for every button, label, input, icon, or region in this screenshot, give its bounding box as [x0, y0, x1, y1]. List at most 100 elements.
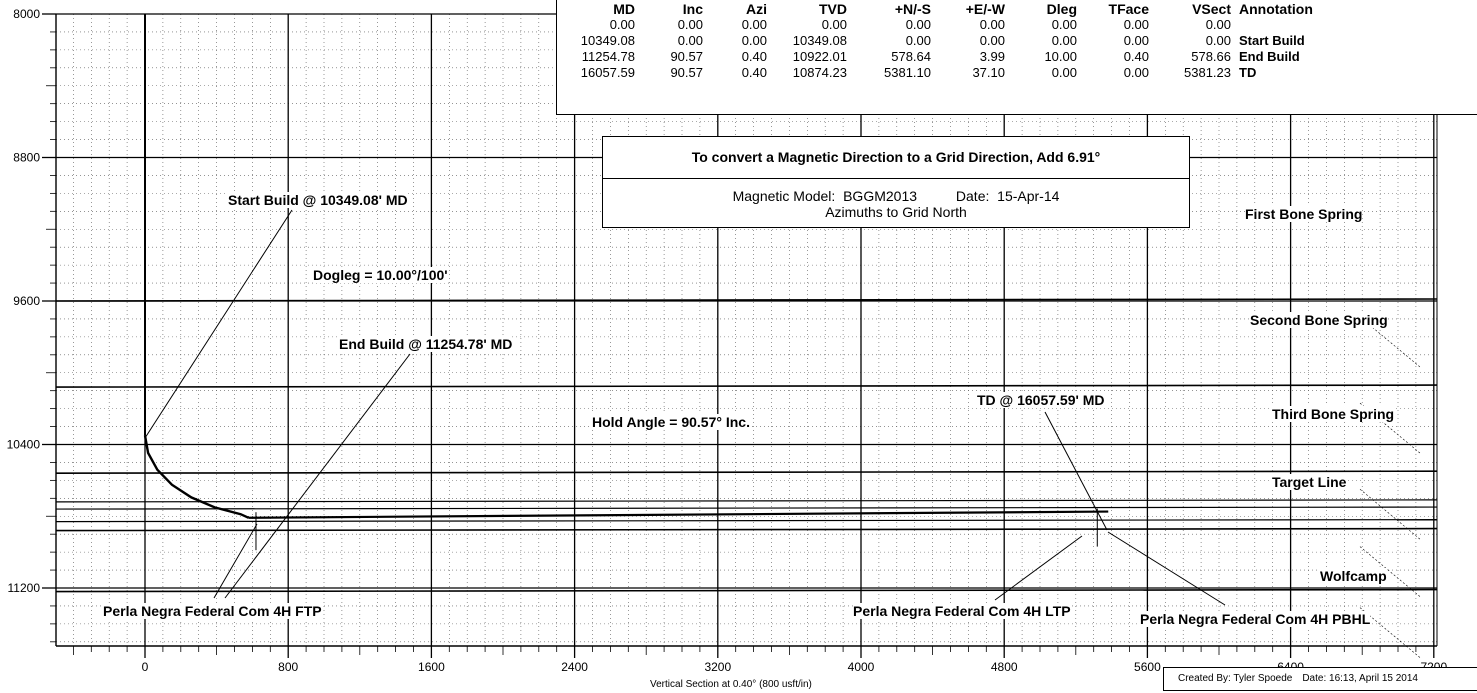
- annotation-leaders: [144, 209, 1226, 606]
- y-tick-label: 9600: [13, 294, 40, 308]
- survey-cell: 0.40: [1123, 49, 1149, 64]
- formation-tick: [1359, 546, 1421, 597]
- survey-cell: 0.00: [979, 33, 1005, 48]
- survey-header-md: MD: [613, 1, 635, 17]
- survey-cell: 0.00: [1123, 33, 1149, 48]
- survey-header--n-s: +N/-S: [894, 1, 931, 17]
- survey-header-dleg: Dleg: [1046, 1, 1077, 17]
- build-curve: [143, 435, 250, 519]
- created-date: Date: 16:13, April 15 2014: [1302, 673, 1418, 684]
- lateral-hold-line: [248, 510, 1109, 519]
- survey-cell: 37.10: [972, 65, 1005, 80]
- formation-label-second-bone-spring: Second Bone Spring: [1250, 312, 1388, 328]
- survey-cell: TD: [1239, 65, 1257, 80]
- magnetic-info-box: To convert a Magnetic Direction to a Gri…: [602, 136, 1190, 228]
- formation-label-third-bone-spring: Third Bone Spring: [1272, 406, 1395, 422]
- formation-line: [55, 588, 1438, 593]
- formation-tick: [1359, 488, 1421, 540]
- survey-cell: 5381.23: [1184, 65, 1231, 80]
- survey-cell: 0.00: [979, 17, 1005, 32]
- magnetic-model: Magnetic Model: BGGM2013 Date: 15-Apr-14: [732, 188, 1060, 204]
- survey-cell: 0.00: [1205, 33, 1231, 48]
- formation-label-target-line: Target Line: [1272, 474, 1347, 490]
- survey-header--e-w: +E/-W: [965, 1, 1005, 17]
- leader-ltp: [994, 535, 1083, 601]
- x-tick-label: 3200: [704, 660, 731, 674]
- survey-cell: 0.00: [1205, 17, 1231, 32]
- survey-row: 11254.78 90.57 0.40 10922.01 578.64 3.99 10.00…: [565, 49, 1329, 65]
- survey-cell: 10349.08: [792, 33, 847, 48]
- x-tick-label: 5600: [1134, 660, 1161, 674]
- survey-header-tvd: TVD: [819, 1, 847, 17]
- x-tick-label: 2400: [561, 660, 588, 674]
- created-by: Created By: Tyler Spoede: [1178, 673, 1293, 684]
- survey-row: 16057.59 90.57 0.40 10874.23 5381.10 37.10 0.0…: [565, 65, 1329, 81]
- annotation-hold-angle: Hold Angle = 90.57° Inc.: [592, 414, 750, 430]
- survey-cell: 0.40: [741, 65, 767, 80]
- survey-header-azi: Azi: [746, 1, 767, 17]
- leader-td: [1044, 411, 1108, 531]
- y-tick-label: 8800: [13, 151, 40, 165]
- survey-cell: 11254.78: [581, 49, 635, 64]
- survey-cell: 90.57: [670, 49, 703, 64]
- credit-box: Created By: Tyler Spoede Date: 16:13, Apr…: [1163, 667, 1477, 691]
- survey-cell: 0.00: [677, 17, 703, 32]
- survey-header-row: MD Inc Azi TVD +N/-S +E/-W Dleg TFace VSect Annot…: [565, 1, 1329, 17]
- survey-cell: 0.00: [905, 33, 931, 48]
- leader-start-build: [144, 209, 293, 439]
- survey-cell: 0.00: [1123, 17, 1149, 32]
- x-tick-label: 1600: [418, 660, 445, 674]
- survey-cell: 10922.01: [792, 49, 847, 64]
- y-tick-label: 8000: [13, 7, 40, 21]
- boundary-line: [55, 499, 1438, 503]
- annotation-start-build: Start Build @ 10349.08' MD: [228, 192, 408, 208]
- annotation-td: TD @ 16057.59' MD: [977, 392, 1105, 408]
- leader-end-build: [224, 353, 411, 599]
- survey-header-inc: Inc: [682, 1, 703, 17]
- annotation-end-build: End Build @ 11254.78' MD: [339, 336, 513, 352]
- survey-row: 10349.08 0.00 0.00 10349.08 0.00 0.00 0.00 0.00…: [565, 33, 1329, 49]
- formation-label-wolfcamp: Wolfcamp: [1320, 568, 1387, 584]
- leader-ftp: [213, 523, 258, 599]
- formation-line: [55, 527, 1438, 532]
- survey-cell: 90.57: [670, 65, 703, 80]
- leader-pbhl: [1107, 531, 1226, 606]
- y-tick-label: 11200: [8, 581, 41, 595]
- formation-lines: [55, 298, 1438, 658]
- survey-cell: 16057.59: [580, 65, 635, 80]
- azimuth-reference: Azimuths to Grid North: [825, 204, 967, 220]
- survey-cell: 0.40: [741, 49, 767, 64]
- survey-cell: 3.99: [979, 49, 1005, 64]
- survey-body: 0.00 0.00 0.00 0.00 0.00 0.00 0.00 0.00 0.00 1034…: [565, 17, 1329, 81]
- boundary-line: [55, 519, 1438, 523]
- x-tick-label: 4000: [848, 660, 875, 674]
- plot-axes: 0800160024003200400048005600640072008000…: [7, 7, 1448, 674]
- survey-cell: 0.00: [741, 17, 767, 32]
- survey-cell: 0.00: [1051, 65, 1077, 80]
- y-tick-label: 10400: [7, 438, 41, 452]
- formation-line: [55, 298, 1438, 302]
- survey-table-box: MD Inc Azi TVD +N/-S +E/-W Dleg TFace VSect Annot…: [556, 0, 1477, 115]
- formation-line: [55, 384, 1438, 388]
- survey-cell: 0.00: [741, 33, 767, 48]
- x-tick-label: 0: [142, 660, 149, 674]
- annotation-ltp: Perla Negra Federal Com 4H LTP: [853, 603, 1071, 619]
- survey-cell: 578.64: [891, 49, 931, 64]
- survey-cell: 0.00: [609, 17, 635, 32]
- x-axis-title: Vertical Section at 0.40° (800 usft/in): [650, 679, 812, 690]
- survey-cell: 10874.23: [792, 65, 847, 80]
- annotation-pbhl: Perla Negra Federal Com 4H PBHL: [1140, 611, 1371, 627]
- survey-cell: 10349.08: [580, 33, 635, 48]
- survey-header-tface: TFace: [1108, 1, 1149, 17]
- survey-cell: 0.00: [1051, 17, 1077, 32]
- survey-cell: 0.00: [1123, 65, 1149, 80]
- x-tick-label: 4800: [991, 660, 1018, 674]
- formation-label-first-bone-spring: First Bone Spring: [1245, 206, 1363, 222]
- survey-cell: [1231, 17, 1329, 33]
- annotation-dogleg: Dogleg = 10.00°/100': [313, 267, 448, 283]
- survey-cell: 578.66: [1191, 49, 1231, 64]
- wellpath: [143, 14, 1109, 551]
- survey-cell: 5381.10: [884, 65, 931, 80]
- survey-cell: Start Build: [1239, 33, 1305, 48]
